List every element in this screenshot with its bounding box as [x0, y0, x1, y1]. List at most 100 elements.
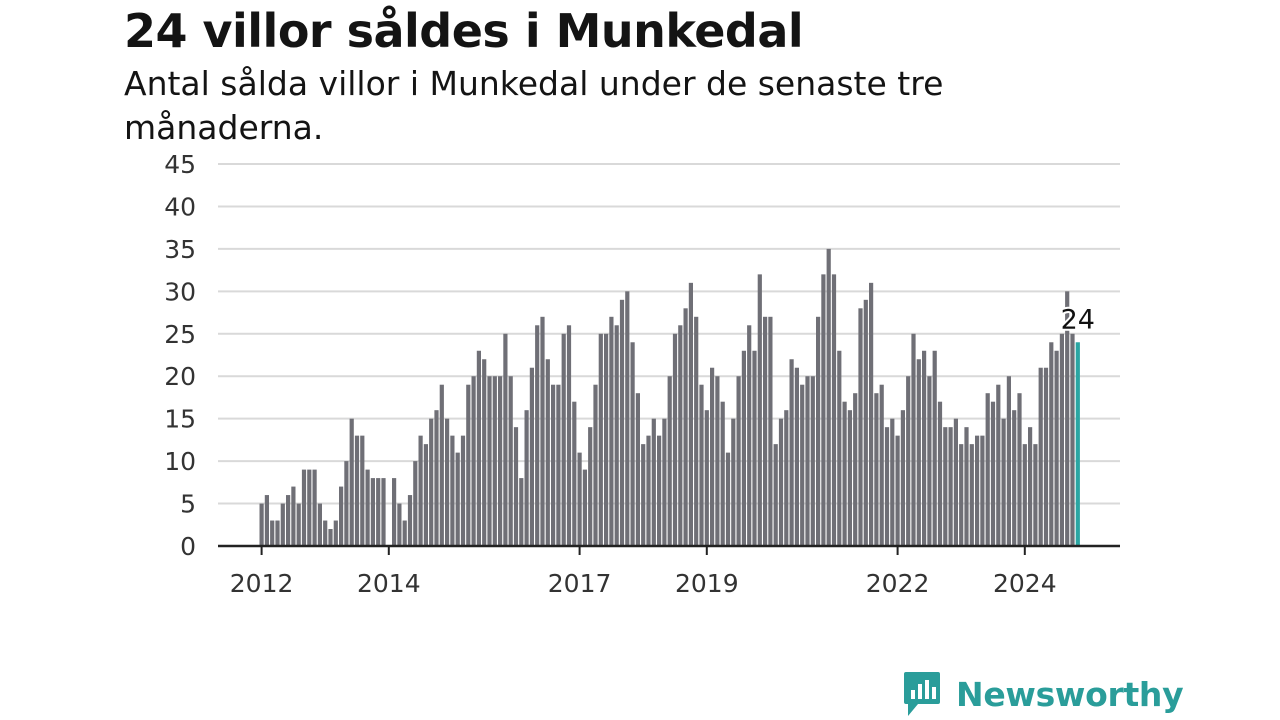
bar — [699, 384, 704, 546]
bar — [1059, 333, 1064, 546]
bar — [397, 503, 402, 546]
bar — [688, 282, 693, 546]
bar — [619, 299, 625, 546]
bar — [667, 376, 672, 546]
bar — [853, 393, 858, 546]
bar — [312, 469, 317, 546]
y-tick-label: 45 — [164, 150, 196, 179]
bar — [1033, 444, 1038, 546]
bar — [821, 274, 826, 546]
bar — [683, 308, 688, 546]
bar — [476, 350, 481, 546]
bar — [927, 376, 932, 546]
bar — [747, 325, 752, 546]
bar — [498, 376, 503, 546]
bar — [286, 495, 291, 546]
bar — [429, 418, 434, 546]
bar — [561, 333, 566, 546]
bar — [259, 503, 264, 546]
bar — [1022, 444, 1027, 546]
bar — [1043, 367, 1049, 546]
bar — [503, 333, 508, 546]
y-tick-label: 0 — [180, 532, 196, 561]
bar — [826, 248, 831, 546]
bar — [768, 316, 773, 546]
bar — [657, 435, 662, 546]
y-tick-label: 15 — [164, 405, 196, 434]
bar — [577, 452, 582, 546]
bar — [545, 359, 550, 546]
bar — [264, 495, 269, 546]
bar — [890, 418, 895, 546]
bar — [450, 435, 455, 546]
bar — [837, 350, 842, 546]
x-tick-label: 2024 — [993, 569, 1057, 598]
bar — [879, 384, 884, 546]
bar — [418, 435, 423, 546]
bar — [932, 350, 937, 546]
bar — [487, 376, 492, 546]
y-tick-label: 20 — [164, 362, 196, 391]
bar — [694, 316, 699, 546]
bar — [641, 444, 646, 546]
bar — [752, 350, 757, 546]
bar — [402, 520, 407, 546]
bar — [831, 274, 837, 546]
y-tick-label: 10 — [164, 447, 196, 476]
bar — [460, 435, 466, 546]
bar — [784, 410, 789, 546]
bar — [1070, 333, 1075, 546]
bar — [1001, 418, 1006, 546]
bar — [423, 444, 428, 546]
bar — [635, 393, 640, 546]
bar — [572, 401, 577, 546]
bar — [566, 325, 572, 546]
y-tick-label: 30 — [164, 277, 196, 306]
bar — [354, 435, 360, 546]
bar — [535, 325, 540, 546]
bar — [810, 376, 815, 546]
bar — [582, 469, 587, 546]
x-tick-label: 2017 — [548, 569, 612, 598]
bar — [805, 376, 810, 546]
bar — [482, 359, 487, 546]
y-tick-label: 40 — [164, 192, 196, 221]
bar — [270, 520, 275, 546]
chart-title: 24 villor såldes i Munkedal — [124, 4, 804, 58]
bar — [959, 444, 964, 546]
newsworthy-logo: Newsworthy — [902, 670, 1184, 718]
bar — [990, 401, 996, 546]
bar — [847, 410, 852, 546]
bar — [672, 333, 678, 546]
bar — [1006, 376, 1011, 546]
bar — [344, 461, 349, 546]
bar — [900, 410, 905, 546]
bar — [731, 418, 736, 546]
bar — [301, 469, 307, 546]
bar — [922, 350, 927, 546]
bar — [524, 410, 529, 546]
bar — [365, 469, 370, 546]
newsworthy-logo-icon — [904, 672, 940, 716]
x-tick-label: 2022 — [866, 569, 930, 598]
bar — [513, 427, 519, 546]
bar — [466, 384, 471, 546]
bar — [741, 350, 746, 546]
bar — [916, 359, 921, 546]
bar — [975, 435, 980, 546]
bar — [439, 384, 444, 546]
bar — [842, 401, 847, 546]
bar — [328, 529, 333, 546]
bar — [662, 418, 667, 546]
bar — [969, 444, 974, 546]
bar — [985, 393, 990, 546]
bar — [317, 503, 322, 546]
bar — [407, 495, 413, 546]
bar — [1017, 393, 1022, 546]
bar — [773, 444, 778, 546]
bar — [360, 435, 365, 546]
bar — [1038, 367, 1043, 546]
bar — [556, 384, 561, 546]
bar — [816, 316, 821, 546]
bar — [794, 367, 799, 546]
